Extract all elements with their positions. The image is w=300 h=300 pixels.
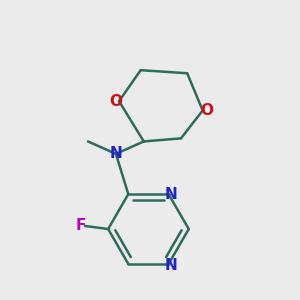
Text: O: O — [109, 94, 122, 109]
Text: N: N — [110, 146, 122, 161]
Text: F: F — [76, 218, 86, 233]
Text: N: N — [165, 187, 178, 202]
Text: O: O — [200, 103, 213, 118]
Text: N: N — [165, 258, 178, 273]
